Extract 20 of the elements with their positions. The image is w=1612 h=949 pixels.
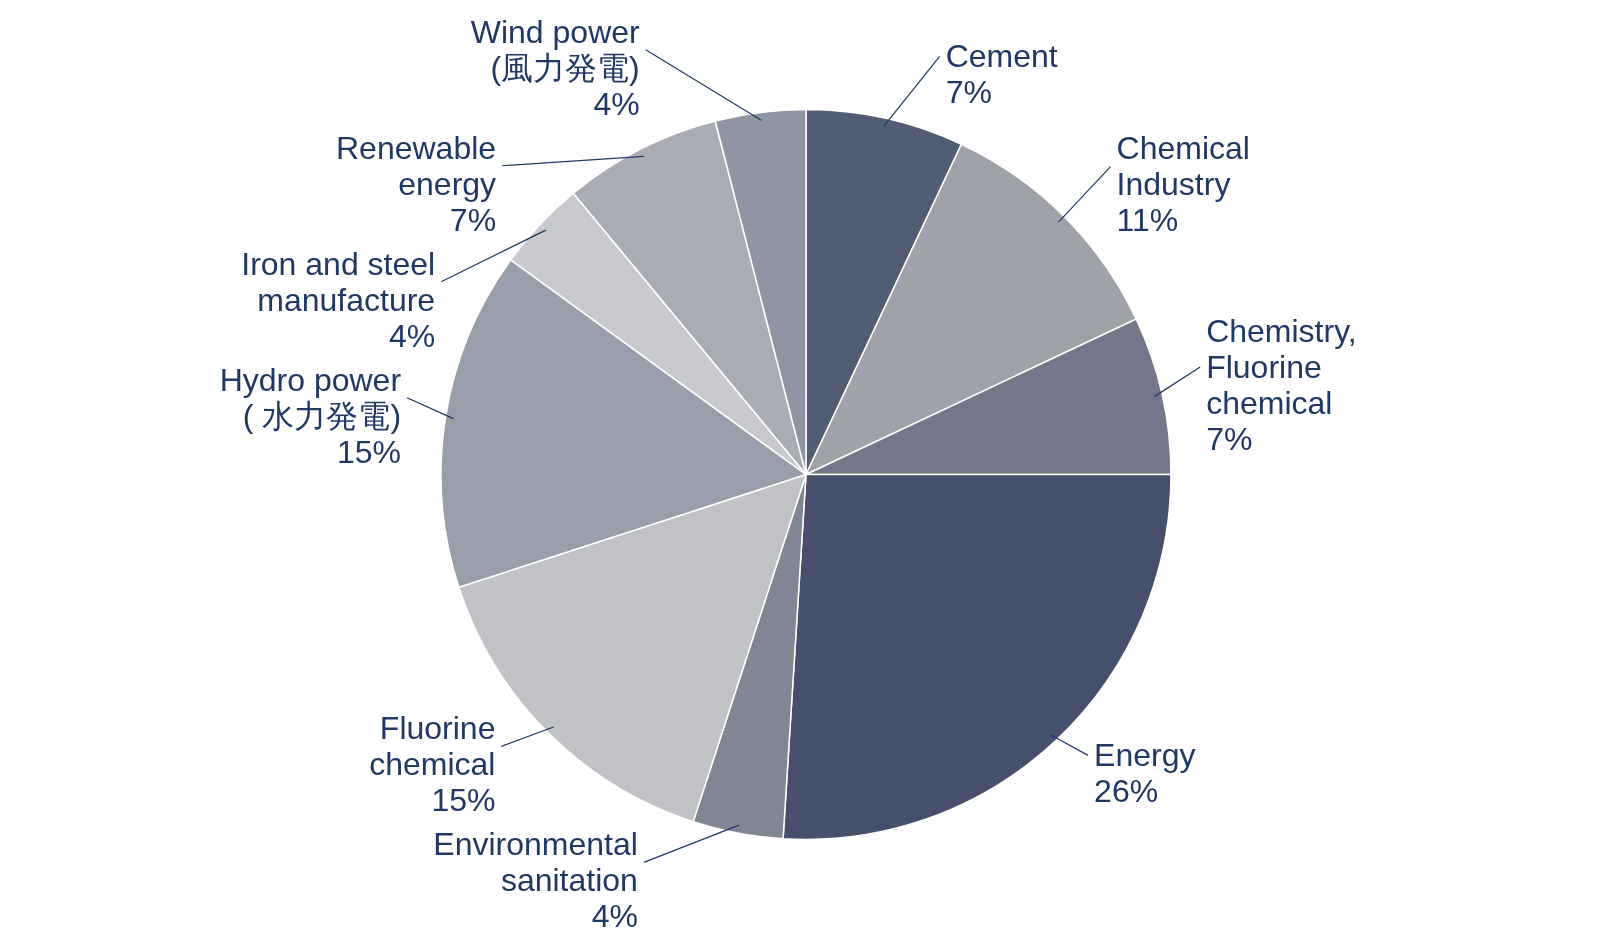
slice-label: Cement <box>945 38 1058 75</box>
slice-label: Environmental sanitation <box>433 826 638 899</box>
slice-label: Hydro power ( 水力発電) <box>219 361 402 434</box>
slice-label: Energy <box>1094 737 1196 774</box>
slice-label: Renewable energy <box>335 129 497 202</box>
data-label: 7% <box>945 74 992 111</box>
data-label: 15% <box>431 782 496 819</box>
data-label: 7% <box>449 201 497 238</box>
data-label: 26% <box>1094 773 1159 810</box>
data-label: 11% <box>1116 202 1179 239</box>
slice-label: Fluorine chemical <box>369 710 496 783</box>
slice-label: Chemical Industry <box>1116 130 1250 203</box>
data-label: 4% <box>388 317 436 354</box>
slice-label: Chemistry, Fluorine chemical <box>1206 312 1357 421</box>
data-label: 4% <box>591 898 638 935</box>
slice-label: Iron and steel manufacture <box>241 245 436 318</box>
data-label: 15% <box>337 433 402 470</box>
data-label: 4% <box>593 85 640 122</box>
slice-label: Wind power (風力発電) <box>470 13 641 86</box>
data-label: 7% <box>1206 420 1253 457</box>
